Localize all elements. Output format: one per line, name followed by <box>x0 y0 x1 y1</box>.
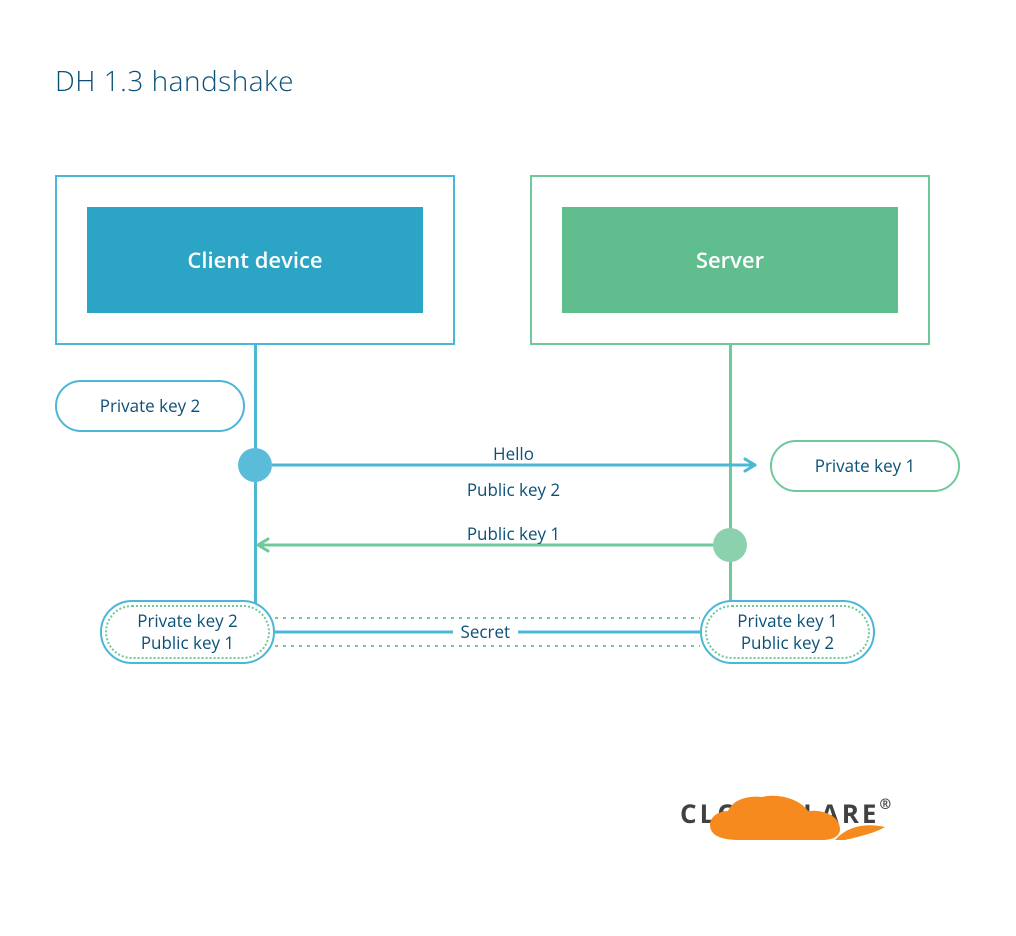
secret-label: Secret <box>453 620 519 643</box>
server-event-dot <box>713 528 747 562</box>
private-key-1-pill: Private key 1 <box>770 440 960 492</box>
server-secret-pill: Private key 1 Public key 2 <box>700 600 875 664</box>
client-event-dot <box>238 448 272 482</box>
client-secret-pill: Private key 2 Public key 1 <box>100 600 275 664</box>
private-key-2-pill: Private key 2 <box>55 380 245 432</box>
private-key-1-text: Private key 1 <box>815 455 916 477</box>
cloudflare-cloud-icon <box>680 795 940 850</box>
public-key-2-label: Public key 2 <box>414 478 614 501</box>
server-secret-line2: Public key 2 <box>741 632 834 654</box>
public-key-1-label: Public key 1 <box>414 522 614 545</box>
client-secret-line1: Private key 2 <box>137 610 238 632</box>
client-secret-line2: Public key 1 <box>141 632 234 654</box>
hello-label: Hello <box>414 442 614 465</box>
server-secret-line1: Private key 1 <box>737 610 838 632</box>
private-key-2-text: Private key 2 <box>100 395 201 417</box>
cloudflare-logo: CLOUDFLARE® <box>680 795 894 831</box>
